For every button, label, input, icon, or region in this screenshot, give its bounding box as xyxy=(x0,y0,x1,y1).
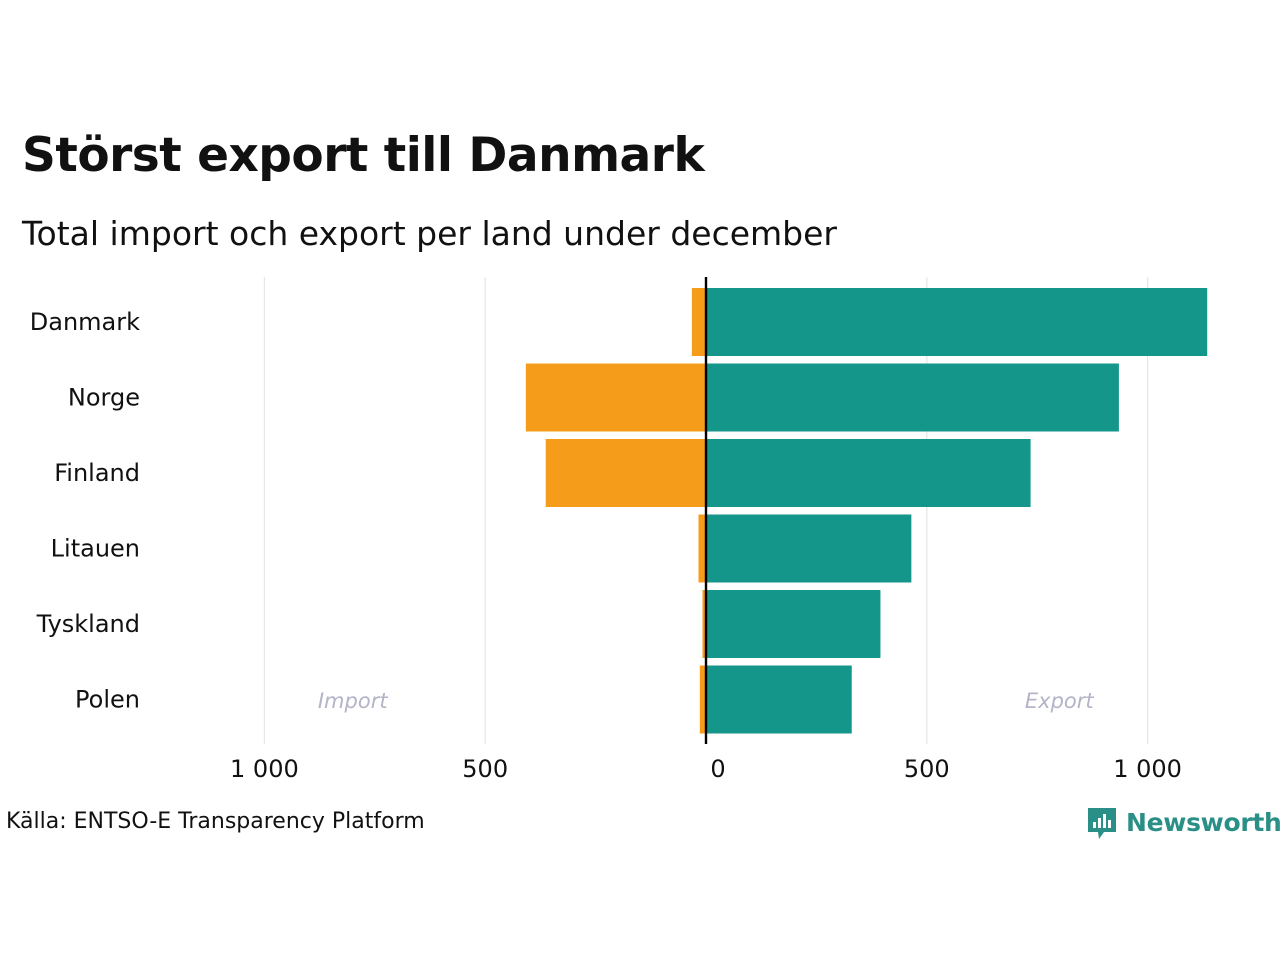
export-bar xyxy=(706,363,1119,432)
diverging-bar-chart: Danmark Norge Finland Litauen Tyskland Polen 1… xyxy=(30,277,1208,783)
category-label: Tyskland xyxy=(36,610,140,638)
x-tick-label: 1 000 xyxy=(230,755,299,783)
export-bar xyxy=(706,665,852,734)
category-label: Norge xyxy=(68,384,140,412)
x-tick-label: 500 xyxy=(904,755,950,783)
export-bar xyxy=(706,439,1031,507)
chart-subtitle: Total import och export per land under d… xyxy=(22,214,837,253)
logo-text: Newsworthy xyxy=(1126,807,1280,837)
x-tick-label: 1 000 xyxy=(1113,755,1182,783)
x-tick-label: 500 xyxy=(462,755,508,783)
category-label: Danmark xyxy=(30,308,140,336)
newsworthy-logo: Newsworthy xyxy=(1086,802,1280,842)
category-label: Polen xyxy=(75,686,140,714)
import-bar xyxy=(698,514,706,583)
export-bar xyxy=(706,288,1208,356)
import-bar xyxy=(545,439,706,507)
category-label: Litauen xyxy=(51,535,140,563)
export-bar xyxy=(706,590,881,658)
chart-title: Störst export till Danmark xyxy=(22,128,705,183)
import-bar xyxy=(525,363,706,432)
category-label: Finland xyxy=(54,459,140,487)
export-bar xyxy=(706,514,912,583)
import-bar xyxy=(702,590,706,658)
x-tick-label: 0 xyxy=(710,755,725,783)
import-bar xyxy=(691,288,706,356)
import-side-label: Import xyxy=(318,689,388,713)
chat-bar-icon xyxy=(1088,808,1116,839)
export-side-label: Export xyxy=(1025,689,1095,713)
import-bar xyxy=(699,665,706,734)
source-note: Källa: ENTSO-E Transparency Platform xyxy=(6,809,425,834)
